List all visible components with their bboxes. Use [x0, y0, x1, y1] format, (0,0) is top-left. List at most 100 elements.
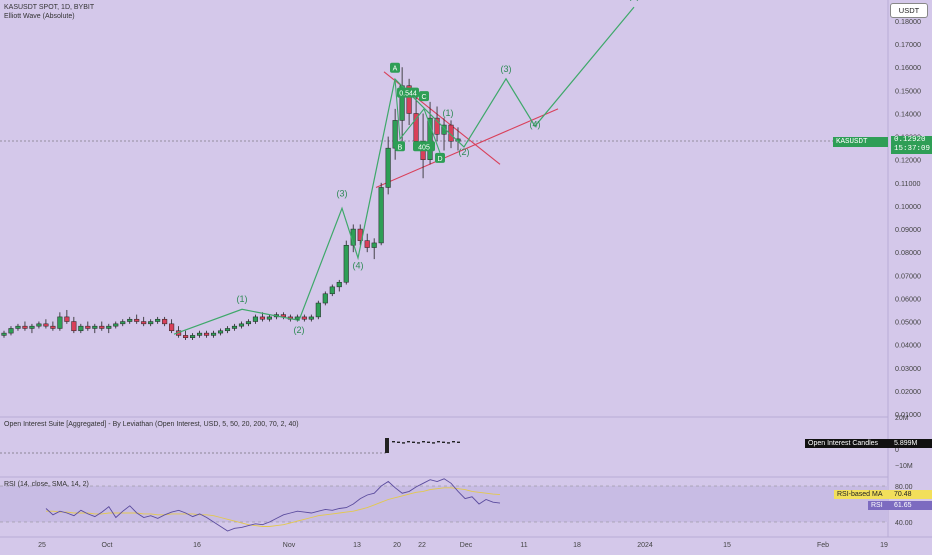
abcd-label: D: [437, 156, 442, 163]
time-tick: 19: [880, 542, 888, 549]
candle: [36, 323, 42, 327]
time-tick: 15: [723, 542, 731, 549]
price-tick: 0.05000: [895, 318, 921, 327]
candle: [162, 318, 168, 325]
oi-candle: [447, 442, 450, 444]
candle: [190, 335, 196, 338]
candle: [85, 325, 91, 329]
trendline-lower: [375, 108, 559, 188]
oi-candle: [417, 442, 420, 444]
wave-label: (4): [353, 260, 364, 270]
candle: [315, 302, 321, 318]
time-tick: Nov: [283, 542, 296, 549]
oi-candle: [437, 441, 440, 443]
measure-label: 0.544: [399, 91, 417, 98]
measure-label: 405: [418, 144, 430, 151]
oi-title: Open Interest Suite [Aggregated] - By Le…: [4, 421, 299, 428]
candle: [183, 335, 189, 338]
currency-button[interactable]: USDT: [890, 3, 928, 18]
candle: [148, 321, 154, 325]
candle: [322, 293, 328, 304]
candle: [343, 244, 349, 283]
time-tick: 22: [418, 542, 426, 549]
oi-label: Open Interest Candles: [805, 439, 892, 448]
candle: [245, 321, 252, 325]
price-tick: 0.18000: [895, 17, 921, 26]
candle: [329, 286, 335, 295]
time-tick: 13: [353, 542, 361, 549]
candle: [308, 316, 314, 320]
candle: [252, 316, 258, 322]
abcd-label: B: [398, 144, 403, 151]
candle: [134, 318, 140, 322]
last-price: 0.12920: [894, 136, 926, 144]
candle: [378, 187, 384, 244]
price-tick: 0.15000: [895, 86, 921, 95]
time-tick: 25: [38, 542, 46, 549]
time-tick: 18: [573, 542, 581, 549]
indicator-title: Elliott Wave (Absolute): [4, 13, 75, 20]
time-tick: Feb: [817, 542, 829, 549]
candle: [1, 332, 7, 336]
time-tick: 11: [520, 542, 527, 549]
oi-scale-tick: −10M: [895, 463, 913, 470]
oi-candle: [457, 441, 460, 443]
candle: [57, 316, 63, 329]
oi-candle: [407, 441, 410, 443]
time-tick: 16: [193, 542, 201, 549]
oi-candle: [397, 441, 400, 443]
price-tick: 0.01000: [895, 410, 921, 419]
last-price-symbol: KASUSDT: [833, 137, 888, 147]
rsi-band: [0, 486, 888, 522]
oi-scale-tick: 20M: [895, 415, 909, 422]
candle: [259, 316, 265, 320]
abcd-tag: [395, 141, 405, 152]
candle: [301, 316, 307, 320]
price-tick: 0.11000: [895, 179, 920, 188]
candle: [364, 240, 370, 248]
oi-candle: [392, 441, 395, 443]
price-tick: 0.16000: [895, 63, 921, 72]
time-tick: Dec: [460, 542, 473, 549]
candle: [106, 325, 112, 329]
wave-label: (3): [501, 64, 512, 74]
rsi-line: [45, 478, 501, 532]
price-tick: 0.10000: [895, 202, 921, 211]
candle: [155, 318, 161, 322]
candle: [8, 328, 14, 334]
rsi-ma-value: 70.48: [891, 490, 932, 499]
price-tick: 0.07000: [895, 271, 921, 280]
oi-candle: [442, 441, 445, 443]
rsi-ma-line: [46, 487, 501, 527]
rsi-scale-tick: 40.00: [895, 520, 913, 527]
measure-tag: [413, 141, 435, 152]
wave-label: (1): [237, 294, 248, 304]
candle: [371, 242, 377, 248]
candle: [169, 323, 175, 332]
abcd-label: C: [421, 94, 426, 101]
abcd-tag: [390, 62, 400, 73]
candle: [266, 316, 272, 320]
oi-value: 5.899M: [891, 439, 932, 448]
candle: [15, 325, 21, 329]
rsi-ma-label: RSI-based MA: [834, 490, 893, 499]
candle: [204, 332, 210, 336]
time-tick: Oct: [102, 542, 113, 549]
oi-candle: [402, 442, 405, 444]
candle: [99, 325, 105, 329]
wave-label: (1): [443, 108, 454, 118]
candle: [22, 325, 28, 329]
candle: [78, 325, 84, 332]
candle: [413, 113, 419, 142]
oi-candle: [422, 441, 425, 443]
candle: [127, 318, 133, 322]
price-tick: 0.12000: [895, 156, 921, 165]
candle: [434, 117, 440, 135]
oi-candle: [412, 441, 415, 443]
candle: [336, 281, 342, 288]
candle: [231, 325, 238, 329]
oi-scale-tick: 0: [895, 447, 899, 454]
price-tick: 0.06000: [895, 294, 921, 303]
